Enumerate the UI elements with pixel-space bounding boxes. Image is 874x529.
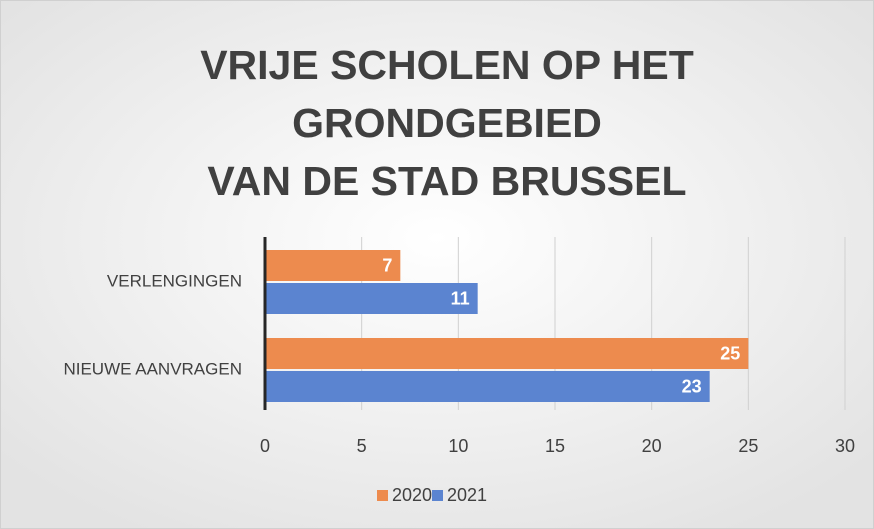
x-tick-label: 0: [260, 436, 270, 456]
x-tick-label: 30: [835, 436, 855, 456]
bar: [265, 283, 478, 314]
bar: [265, 250, 401, 281]
data-label: 11: [451, 288, 470, 308]
data-label: 25: [720, 343, 740, 363]
bar: [265, 371, 710, 402]
x-tick-label: 5: [357, 436, 367, 456]
legend-swatch: [432, 490, 443, 501]
chart-title: VAN DE STAD BRUSSEL: [207, 158, 686, 204]
legend-swatch: [377, 490, 388, 501]
data-label: 7: [382, 255, 392, 275]
y-tick-label: VERLENGINGEN: [107, 271, 242, 290]
data-label: 23: [682, 376, 702, 396]
y-tick-label: NIEUWE AANVRAGEN: [63, 359, 242, 378]
x-tick-label: 20: [642, 436, 662, 456]
chart-title: GRONDGEBIED: [292, 100, 602, 146]
x-tick-label: 15: [545, 436, 565, 456]
x-tick-label: 25: [738, 436, 758, 456]
bar: [265, 338, 749, 369]
legend-label: 2021: [447, 485, 487, 505]
x-tick-label: 10: [448, 436, 468, 456]
chart-title: VRIJE SCHOLEN OP HET: [200, 42, 694, 88]
legend-label: 2020: [392, 485, 432, 505]
